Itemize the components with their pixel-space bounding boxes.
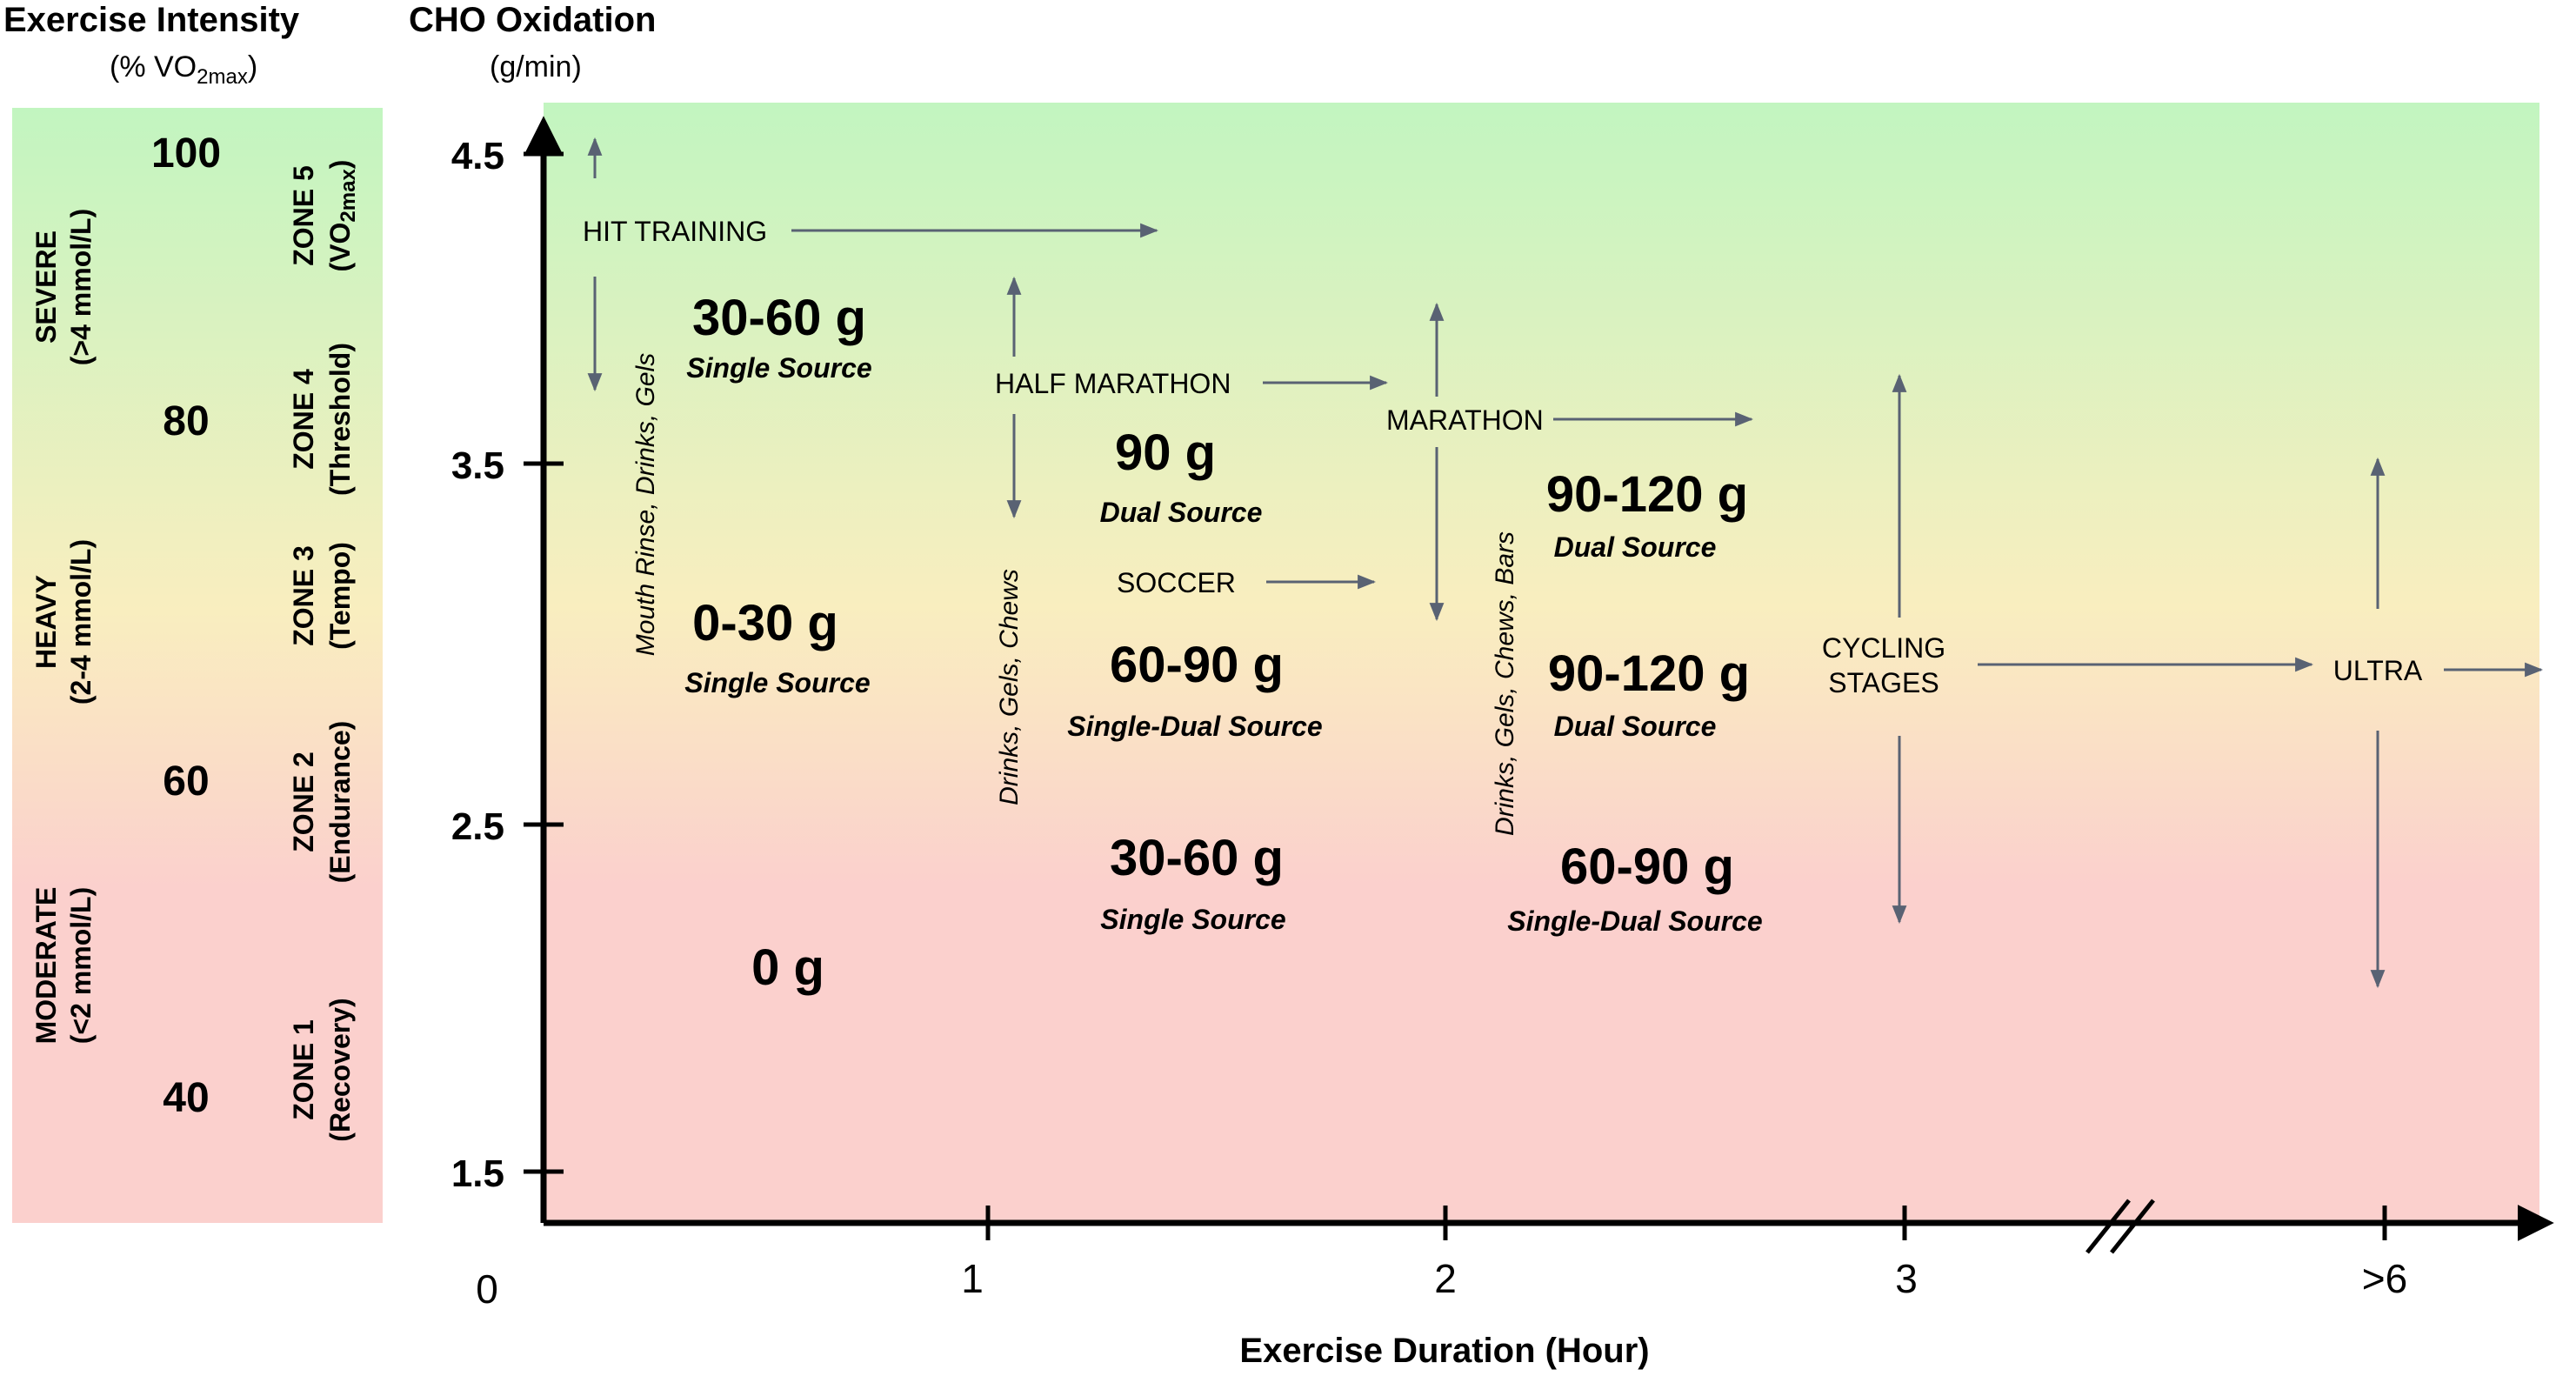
y-tick-label-3.5: 3.5: [451, 444, 504, 487]
svg-text:(Recovery): (Recovery): [324, 998, 356, 1141]
svg-text:(<2 mmol/L): (<2 mmol/L): [65, 887, 97, 1044]
svg-text:(>4 mmol/L): (>4 mmol/L): [65, 209, 97, 365]
svg-text:(2-4 mmol/L): (2-4 mmol/L): [65, 539, 97, 705]
event-soccer: SOCCER: [1117, 567, 1236, 598]
svg-text:60-90 g: 60-90 g: [1560, 838, 1734, 895]
rec-60-90-single-dual: 60-90 g Single-Dual Source: [1067, 637, 1322, 742]
note-mouth-rinse-drinks-gels: Mouth Rinse, Drinks, Gels: [631, 353, 660, 656]
y-tick-label-4.5: 4.5: [451, 135, 504, 177]
svg-text:90-120 g: 90-120 g: [1548, 645, 1750, 702]
svg-text:(VO2max): (VO2max): [324, 160, 360, 272]
x-tick-label-2: 2: [1434, 1256, 1457, 1301]
svg-text:0-30 g: 0-30 g: [692, 595, 838, 651]
domain-moderate: MODERATE (<2 mmol/L): [30, 887, 97, 1045]
zone-5: ZONE 5 (VO2max): [288, 160, 360, 272]
intensity-60: 60: [163, 758, 209, 805]
svg-text:0 g: 0 g: [751, 939, 824, 996]
svg-text:HEAVY: HEAVY: [30, 575, 62, 669]
rec-30-60-single: 30-60 g Single Source: [1100, 830, 1285, 935]
rec-0g: 0 g: [751, 939, 824, 996]
svg-text:Single-Dual Source: Single-Dual Source: [1507, 905, 1762, 937]
rec-hit-30-60: 30-60 g Single Source: [686, 290, 871, 384]
axis-break-mark-1: [2085, 1199, 2131, 1254]
svg-text:90-120 g: 90-120 g: [1546, 466, 1748, 523]
x-tick-label-3: 3: [1895, 1256, 1918, 1301]
svg-text:ZONE 4: ZONE 4: [288, 369, 319, 470]
rec-90g-dual: 90 g Dual Source: [1100, 424, 1263, 528]
x-axis-label: Exercise Duration (Hour): [1239, 1332, 1649, 1370]
rec-0-30: 0-30 g Single Source: [684, 595, 870, 698]
intensity-40: 40: [163, 1075, 209, 1121]
intensity-gradient-panel: [12, 108, 383, 1223]
rec-90-120-dual-upper: 90-120 g Dual Source: [1546, 466, 1748, 563]
svg-text:ZONE 5: ZONE 5: [288, 165, 319, 266]
intensity-100: 100: [151, 130, 221, 177]
y-tick-label-1.5: 1.5: [451, 1152, 504, 1195]
event-half-marathon: HALF MARATHON: [995, 368, 1231, 399]
event-arrows: [587, 137, 2544, 989]
svg-text:Single Source: Single Source: [686, 352, 871, 384]
svg-text:ZONE 2: ZONE 2: [288, 751, 319, 852]
intensity-80: 80: [163, 398, 209, 444]
svg-text:MODERATE: MODERATE: [30, 887, 62, 1045]
svg-text:ZONE 1: ZONE 1: [288, 1019, 319, 1120]
svg-text:Dual Source: Dual Source: [1100, 497, 1263, 528]
svg-text:60-90 g: 60-90 g: [1110, 637, 1284, 693]
rec-90-120-dual-lower: 90-120 g Dual Source: [1548, 645, 1750, 742]
plot-gradient-background: [544, 103, 2539, 1223]
note-drinks-gels-chews: Drinks, Gels, Chews: [995, 569, 1024, 805]
svg-text:Dual Source: Dual Source: [1554, 711, 1717, 742]
zone-3: ZONE 3 (Tempo): [288, 542, 356, 650]
svg-text:(Tempo): (Tempo): [324, 542, 356, 650]
svg-text:SEVERE: SEVERE: [30, 230, 62, 344]
zone-1: ZONE 1 (Recovery): [288, 998, 356, 1141]
cho-oxidation-title: CHO Oxidation: [409, 1, 656, 39]
svg-text:ZONE 3: ZONE 3: [288, 545, 319, 646]
axis-break-mark-2: [2110, 1199, 2155, 1254]
svg-text:90 g: 90 g: [1115, 424, 1216, 481]
rec-60-90-single-dual-right: 60-90 g Single-Dual Source: [1507, 838, 1762, 937]
svg-text:Single Source: Single Source: [1100, 904, 1285, 935]
svg-text:Single Source: Single Source: [684, 667, 870, 698]
domain-severe: SEVERE (>4 mmol/L): [30, 209, 97, 365]
intensity-subtitle: (% VO2max): [110, 50, 257, 89]
event-cycling-stages-line2: STAGES: [1828, 667, 1939, 698]
x-tick-label-6: >6: [2362, 1256, 2407, 1301]
note-drinks-gels-chews-bars: Drinks, Gels, Chews, Bars: [1491, 531, 1519, 836]
svg-text:(Endurance): (Endurance): [324, 721, 356, 884]
intensity-title: Exercise Intensity: [3, 1, 300, 39]
svg-text:(Threshold): (Threshold): [324, 343, 356, 496]
event-marathon: MARATHON: [1386, 404, 1544, 436]
domain-heavy: HEAVY (2-4 mmol/L): [30, 539, 97, 705]
svg-text:30-60 g: 30-60 g: [1110, 830, 1284, 886]
event-ultra: ULTRA: [2333, 655, 2423, 686]
zone-2: ZONE 2 (Endurance): [288, 721, 356, 884]
x-tick-label-1: 1: [961, 1256, 984, 1301]
svg-text:30-60 g: 30-60 g: [692, 290, 866, 346]
svg-text:Dual Source: Dual Source: [1554, 531, 1717, 563]
event-hit-training: HIT TRAINING: [583, 216, 767, 247]
zone-4: ZONE 4 (Threshold): [288, 343, 356, 496]
svg-text:Single-Dual Source: Single-Dual Source: [1067, 711, 1322, 742]
x-tick-label-0: 0: [476, 1266, 498, 1312]
cho-oxidation-unit: (g/min): [490, 50, 582, 83]
y-tick-label-2.5: 2.5: [451, 805, 504, 848]
event-cycling-stages-line1: CYCLING: [1822, 632, 1945, 664]
